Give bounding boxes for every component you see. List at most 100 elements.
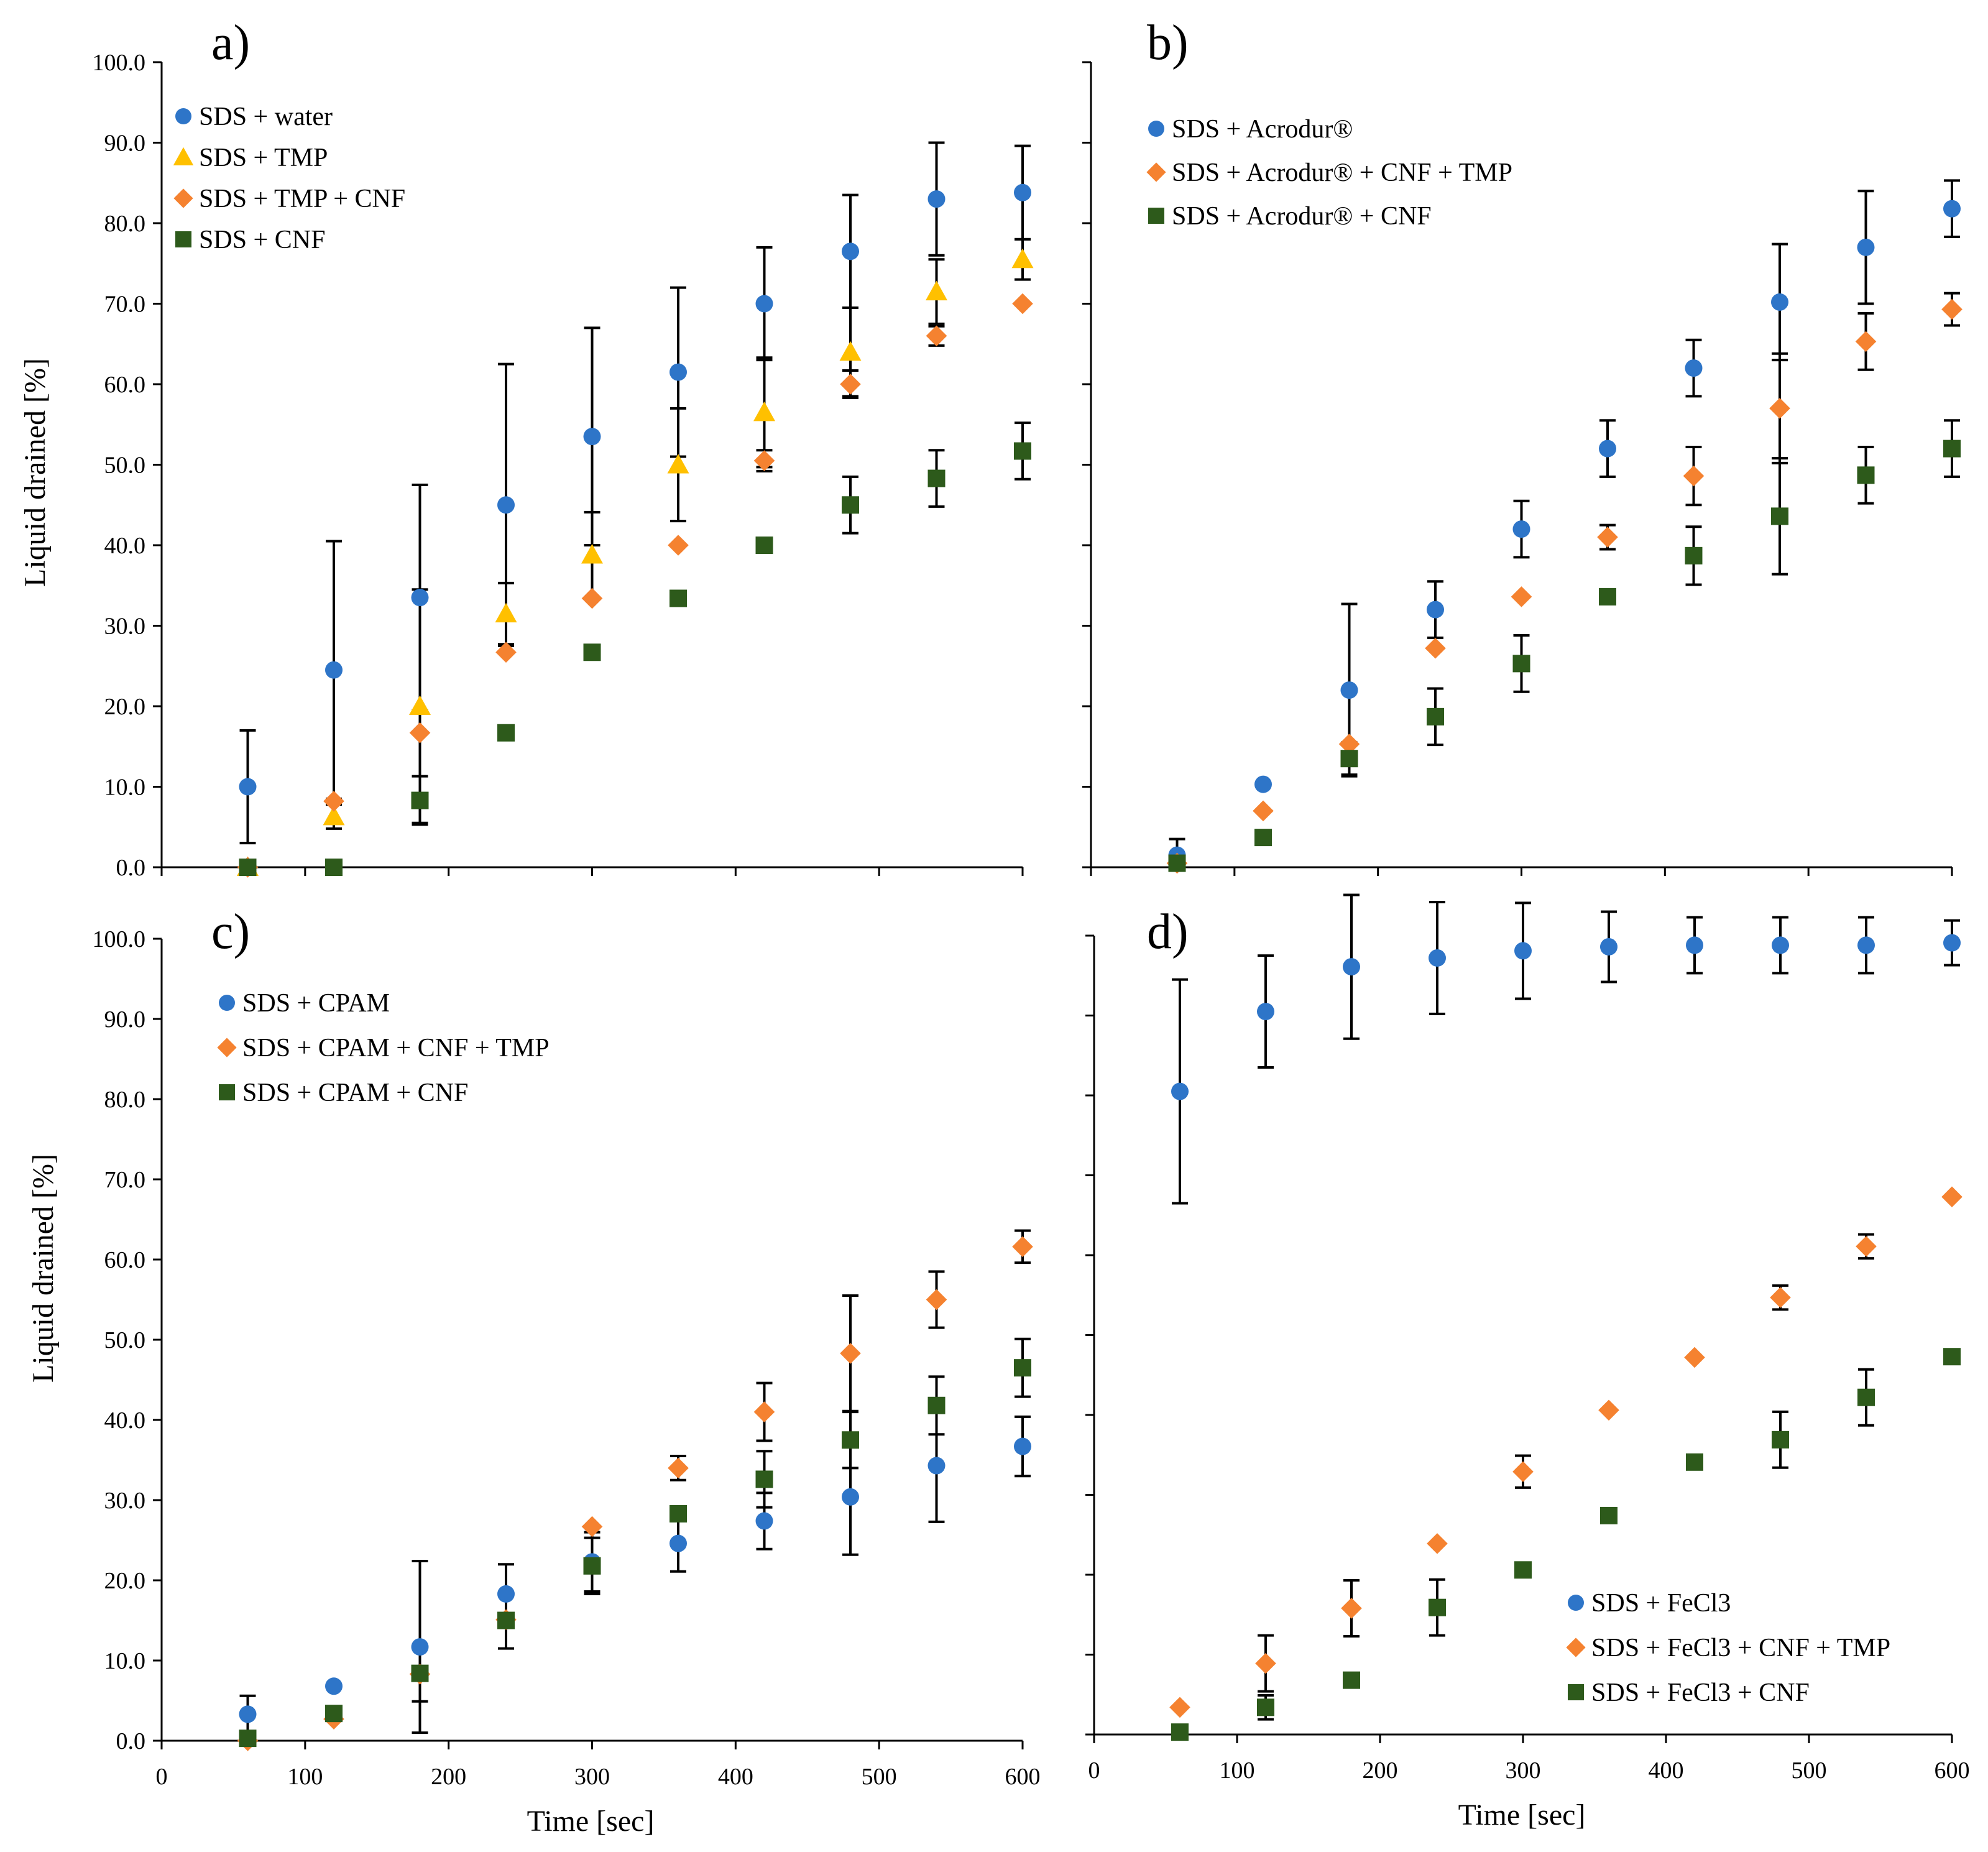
series-2 (1166, 298, 1963, 874)
data-point (1254, 775, 1272, 793)
legend-marker (1148, 208, 1164, 224)
data-point (1686, 1453, 1703, 1471)
panel-c-label: c) (211, 905, 250, 959)
data-point (668, 535, 689, 556)
data-point (755, 1512, 773, 1530)
data-point (1429, 949, 1446, 967)
data-point (842, 1488, 859, 1506)
data-point (1253, 800, 1274, 822)
y-tick-label: 10.0 (104, 1648, 146, 1674)
data-point (495, 602, 517, 623)
data-point (581, 1516, 603, 1537)
series-1 (239, 183, 1031, 796)
panel-a-legend: SDS + water SDS + TMP SDS + TMP + CNF SDS +… (173, 103, 405, 254)
y-tick-label: 90.0 (104, 131, 146, 157)
data-point (1514, 942, 1532, 960)
data-point (1943, 440, 1961, 458)
data-point (581, 544, 603, 564)
data-point (927, 1457, 946, 1475)
data-point (1597, 527, 1618, 548)
x-tick-label: 200 (1363, 1758, 1398, 1784)
data-point (1340, 750, 1358, 768)
x-tick-label: 600 (1005, 1764, 1041, 1790)
data-point (1340, 681, 1358, 699)
data-point (1856, 1236, 1877, 1257)
panel-d-label: d) (1147, 905, 1189, 959)
data-point (753, 450, 775, 471)
data-point (239, 1705, 257, 1723)
panel-a-y-axis-title: Liquid drained [%] (19, 358, 52, 587)
panel-b-legend: SDS + Acrodur® SDS + Acrodur® + CNF + TMP… (1146, 115, 1512, 231)
data-point (583, 643, 601, 661)
data-point (411, 589, 429, 607)
data-point (1512, 655, 1530, 673)
legend-marker (173, 147, 194, 165)
data-point (1943, 200, 1961, 218)
series-1 (1171, 934, 1961, 1100)
data-point (409, 695, 431, 715)
data-point (1014, 183, 1031, 201)
data-point (1857, 466, 1875, 484)
y-tick-label: 20.0 (104, 1568, 146, 1594)
data-point (1684, 1347, 1705, 1368)
data-point (1512, 1461, 1534, 1483)
data-point (1343, 958, 1360, 976)
data-point (1600, 1506, 1618, 1524)
panel-d: d) Time [sec] 0 100 200 300 400 500 600 SDS + … (1085, 893, 1970, 1831)
data-point (239, 859, 257, 876)
data-point (1011, 248, 1034, 269)
x-tick-label: 500 (1792, 1758, 1827, 1784)
x-tick-label: 300 (574, 1764, 610, 1790)
data-point (1772, 936, 1789, 954)
data-point (927, 1396, 946, 1414)
legend-label: SDS + Acrodur® + CNF (1172, 202, 1432, 231)
y-tick-label: 20.0 (104, 694, 146, 720)
y-tick-label: 50.0 (104, 453, 146, 479)
data-point (1514, 1561, 1532, 1579)
data-point (1771, 507, 1788, 525)
data-point (411, 1664, 429, 1682)
legend-item: SDS + Acrodur® + CNF (1148, 202, 1432, 231)
data-point (1425, 637, 1446, 659)
panel-d-plot: 0 100 200 300 400 500 600 (1085, 893, 1970, 1784)
data-point (1168, 854, 1186, 872)
legend-marker (175, 231, 191, 247)
legend-label: SDS + water (199, 103, 333, 131)
legend-marker (1568, 1595, 1584, 1611)
data-point (1512, 520, 1530, 538)
y-tick-label: 70.0 (104, 1167, 146, 1193)
legend-label: SDS + CPAM + CNF (242, 1079, 468, 1107)
legend-marker (1148, 121, 1164, 137)
y-tick-label: 70.0 (104, 292, 146, 318)
legend-label: SDS + FeCl3 + CNF (1591, 1679, 1810, 1707)
y-tick-label: 90.0 (104, 1007, 146, 1033)
y-tick-label: 0.0 (116, 855, 146, 881)
legend-label: SDS + FeCl3 (1591, 1589, 1731, 1618)
y-tick-label: 100.0 (93, 50, 146, 76)
y-tick-label: 0.0 (116, 1728, 146, 1754)
y-tick-label: 80.0 (104, 1087, 146, 1113)
legend-item: SDS + FeCl3 + CNF (1568, 1679, 1810, 1707)
data-point (495, 642, 517, 663)
panel-b: b) SDS + Acrodur® SDS + Acrodur® + CNF + … (1082, 16, 1963, 876)
legend-item: SDS + water (175, 103, 333, 131)
panel-a: a) Liquid drained [%] 0.0 10.0 20.0 30.0 40.… (19, 16, 1034, 881)
y-tick-label: 30.0 (104, 614, 146, 640)
legend-item: SDS + CPAM (219, 989, 390, 1018)
data-point (670, 1534, 687, 1552)
data-point (926, 280, 947, 301)
data-point (670, 589, 687, 607)
data-point (755, 1470, 773, 1488)
data-point (1599, 440, 1616, 458)
legend-item: SDS + CPAM + CNF + TMP (217, 1034, 550, 1062)
legend-item: SDS + TMP (173, 144, 328, 172)
data-point (927, 190, 946, 208)
data-point (926, 1289, 947, 1311)
panel-b-label: b) (1147, 16, 1189, 70)
legend-item: SDS + CPAM + CNF (219, 1079, 468, 1107)
y-tick-label: 100.0 (93, 926, 146, 952)
data-point (667, 454, 689, 474)
y-tick-label: 40.0 (104, 1407, 146, 1434)
data-point (1427, 1533, 1448, 1554)
data-point (411, 791, 429, 809)
